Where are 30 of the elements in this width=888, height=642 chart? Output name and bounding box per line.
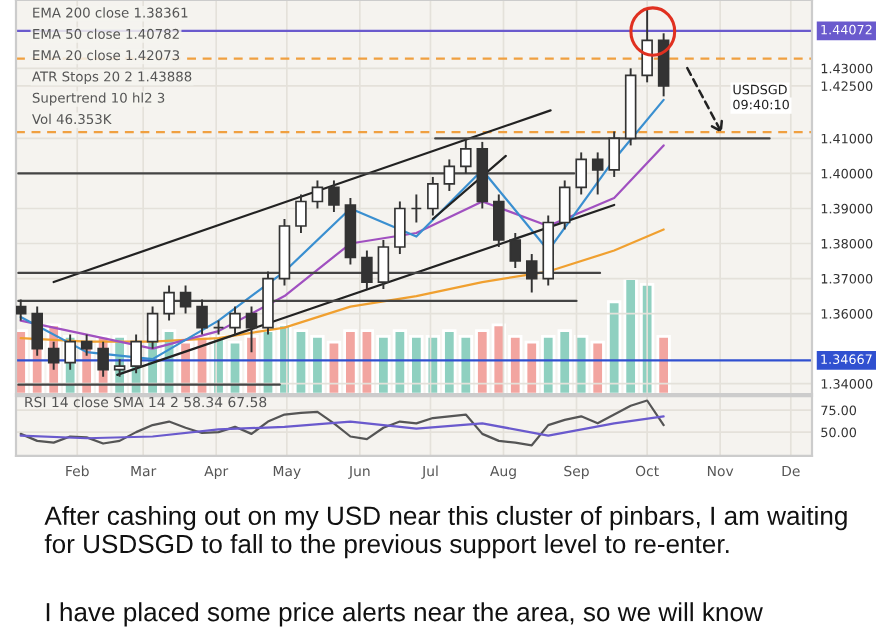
candlestick: [525, 253, 538, 294]
candlestick: [558, 179, 571, 231]
candlestick: [196, 298, 208, 336]
candlestick: [311, 179, 324, 210]
candlestick: [410, 193, 423, 224]
candlestick: [377, 239, 390, 291]
candlestick: [212, 319, 225, 336]
candlestick: [427, 175, 439, 217]
candlestick: [229, 305, 241, 336]
candlestick: [493, 193, 505, 248]
candlestick: [591, 151, 604, 196]
candlestick: [509, 232, 522, 270]
candlestick: [443, 158, 456, 192]
candlestick: [361, 249, 373, 291]
candlestick: [394, 200, 406, 255]
line-series: [19, 399, 665, 447]
candlestick: [163, 284, 175, 322]
candlestick: [16, 298, 27, 322]
candlestick: [328, 179, 340, 213]
candlestick: [657, 32, 670, 98]
text: I have placed some price alerts near the area, so we will know: [46, 602, 763, 627]
candlestick: [641, 7, 653, 84]
candlestick: [179, 284, 192, 315]
candlestick: [295, 193, 307, 234]
candlestick: [608, 130, 620, 178]
line-series: [19, 415, 665, 440]
candlestick: [575, 151, 587, 196]
line-series: [19, 144, 665, 350]
text: After cashing out on my USD near this cluster of pinbars, I am waiting for USDSGD to fall to the previous support level to re-enter.: [44, 505, 847, 559]
candlestick: [460, 137, 472, 175]
